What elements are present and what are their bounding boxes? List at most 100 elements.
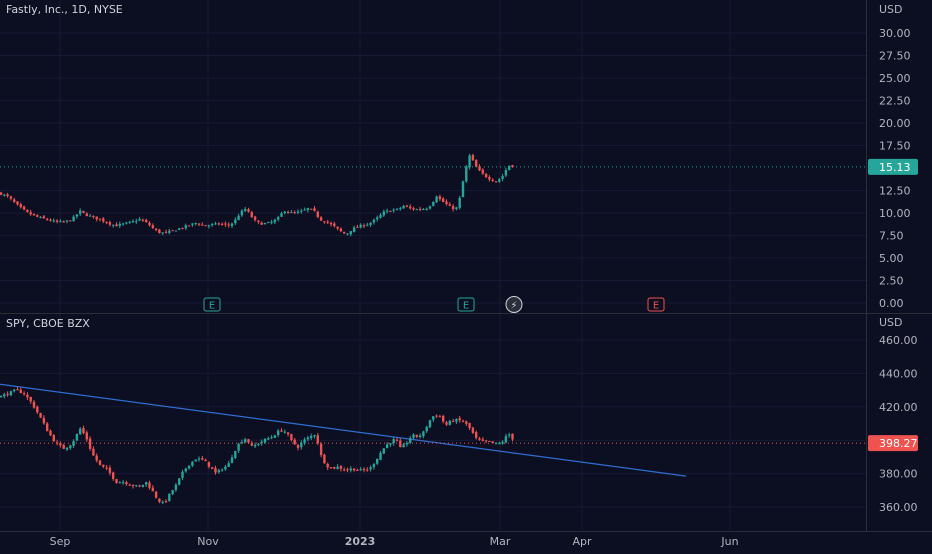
candle[interactable] [108, 465, 112, 476]
candle[interactable] [26, 392, 29, 401]
candle[interactable] [283, 211, 286, 215]
candle[interactable] [395, 437, 399, 442]
candle[interactable] [260, 221, 263, 225]
candle[interactable] [194, 222, 197, 226]
candle[interactable] [339, 464, 343, 472]
candle[interactable] [181, 469, 184, 481]
candle[interactable] [333, 221, 336, 228]
candle[interactable] [286, 432, 290, 437]
candle[interactable] [19, 202, 22, 209]
candle[interactable] [352, 225, 356, 233]
candle[interactable] [366, 222, 369, 227]
candle[interactable] [435, 414, 438, 418]
candle[interactable] [267, 436, 270, 441]
candle[interactable] [9, 195, 13, 201]
candle[interactable] [22, 391, 26, 396]
candle[interactable] [46, 421, 49, 432]
candle[interactable] [197, 223, 201, 227]
candle[interactable] [438, 194, 442, 202]
candle[interactable] [445, 199, 448, 206]
candle[interactable] [362, 467, 366, 473]
candle[interactable] [244, 437, 247, 443]
candle[interactable] [451, 204, 455, 212]
candle[interactable] [69, 444, 72, 450]
candle[interactable] [409, 204, 412, 210]
candle[interactable] [399, 206, 402, 211]
candle[interactable] [247, 207, 250, 213]
candle[interactable] [293, 210, 296, 214]
candle[interactable] [405, 440, 409, 447]
candle[interactable] [194, 459, 197, 462]
candle[interactable] [465, 164, 468, 183]
candle[interactable] [323, 221, 326, 224]
candle[interactable] [267, 221, 270, 224]
candle[interactable] [458, 195, 461, 210]
candle[interactable] [379, 213, 382, 219]
candle[interactable] [313, 206, 316, 212]
candle[interactable] [385, 442, 389, 449]
candle[interactable] [316, 210, 319, 219]
candle[interactable] [227, 460, 230, 467]
candle[interactable] [448, 202, 451, 206]
candle[interactable] [22, 205, 26, 211]
candle[interactable] [82, 210, 85, 214]
candle[interactable] [432, 415, 435, 422]
candle[interactable] [372, 218, 376, 225]
candle[interactable] [290, 209, 293, 214]
candle[interactable] [0, 395, 3, 398]
candle[interactable] [481, 168, 484, 176]
candle[interactable] [244, 206, 247, 213]
candle[interactable] [105, 221, 108, 225]
candle[interactable] [75, 433, 79, 442]
earnings-marker[interactable]: E [457, 297, 475, 312]
candle[interactable] [385, 208, 389, 214]
candle[interactable] [484, 172, 488, 179]
candle[interactable] [220, 468, 224, 472]
candle[interactable] [508, 432, 511, 438]
candle[interactable] [481, 437, 484, 442]
candle[interactable] [0, 191, 3, 196]
candle[interactable] [326, 462, 329, 471]
candle[interactable] [201, 455, 204, 461]
candle[interactable] [382, 209, 385, 217]
candle[interactable] [108, 220, 112, 227]
candle[interactable] [511, 433, 514, 442]
candle[interactable] [211, 467, 214, 470]
split-marker[interactable]: ⚡ [505, 296, 523, 313]
candle[interactable] [240, 439, 244, 445]
candle[interactable] [425, 425, 428, 434]
candle[interactable] [300, 440, 303, 450]
candle[interactable] [105, 464, 108, 471]
candle[interactable] [455, 206, 458, 211]
candle[interactable] [303, 207, 306, 211]
candle[interactable] [448, 419, 451, 426]
candle[interactable] [121, 480, 125, 485]
candle[interactable] [138, 216, 141, 222]
candle[interactable] [227, 222, 230, 228]
candle[interactable] [125, 221, 128, 225]
candle[interactable] [148, 480, 151, 490]
candle[interactable] [402, 204, 405, 209]
candle[interactable] [121, 222, 125, 226]
candle[interactable] [316, 432, 319, 446]
candle[interactable] [135, 484, 138, 488]
candle[interactable] [283, 429, 286, 434]
candle[interactable] [303, 437, 306, 446]
candle[interactable] [151, 485, 154, 492]
candle[interactable] [184, 467, 187, 473]
candle[interactable] [445, 420, 448, 426]
candle[interactable] [42, 215, 46, 219]
candle[interactable] [343, 231, 346, 234]
candle[interactable] [49, 429, 52, 436]
candle[interactable] [468, 153, 471, 170]
candle[interactable] [346, 467, 349, 473]
candle[interactable] [72, 215, 75, 222]
candle[interactable] [359, 467, 362, 472]
candle[interactable] [356, 224, 359, 228]
candle[interactable] [253, 442, 257, 449]
candle[interactable] [197, 456, 201, 462]
candle[interactable] [217, 222, 220, 226]
candle[interactable] [59, 441, 62, 448]
candle[interactable] [511, 164, 514, 168]
